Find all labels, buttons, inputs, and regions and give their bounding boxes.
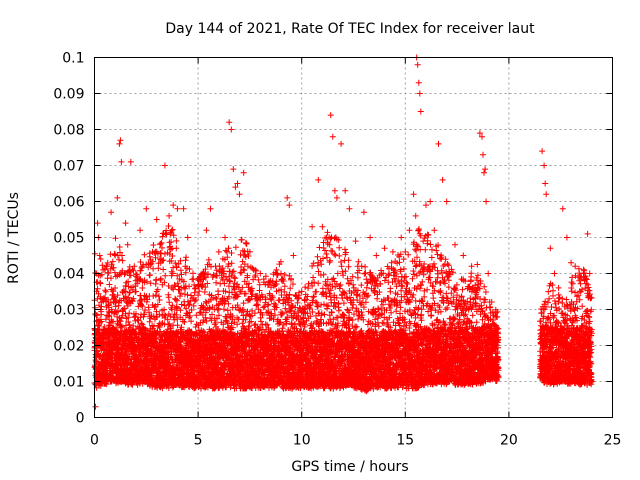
data-point: [278, 311, 285, 318]
data-point: [102, 287, 109, 294]
data-point: [224, 248, 230, 255]
data-point: [122, 310, 129, 317]
data-point: [104, 259, 111, 266]
data-point: [213, 279, 220, 286]
data-point: [97, 256, 104, 262]
data-point: [255, 276, 262, 283]
data-point: [146, 253, 153, 260]
data-point: [94, 312, 101, 319]
data-point: [167, 246, 174, 253]
data-point: [122, 288, 129, 295]
data-point: [125, 294, 132, 301]
data-point: [183, 254, 190, 261]
data-point: [112, 303, 119, 310]
data-point: [138, 296, 145, 303]
data-point: [264, 321, 271, 328]
data-point: [162, 272, 169, 279]
data-point: [98, 318, 105, 325]
data-point: [112, 235, 119, 242]
data-point: [281, 283, 288, 290]
data-point: [116, 244, 123, 250]
data-point: [190, 270, 196, 277]
data-point: [120, 287, 127, 294]
data-point: [126, 321, 133, 328]
data-point: [168, 239, 175, 245]
data-point: [150, 242, 157, 248]
data-point: [98, 271, 105, 278]
data-point: [203, 318, 210, 325]
grid-lines: [94, 57, 613, 418]
data-point: [102, 288, 109, 295]
data-point: [98, 303, 105, 310]
data-point: [181, 302, 188, 309]
data-point: [126, 310, 133, 317]
data-point: [117, 324, 124, 331]
data-point: [94, 285, 101, 292]
data-point: [214, 306, 221, 313]
data-point: [110, 264, 117, 271]
data-point: [287, 285, 294, 292]
data-point: [100, 340, 107, 347]
data-point: [119, 312, 126, 319]
data-point: [110, 288, 117, 295]
data-point: [262, 321, 269, 328]
data-point: [111, 269, 118, 276]
data-point: [139, 285, 146, 291]
data-point: [258, 318, 264, 325]
data-point: [245, 253, 252, 259]
data-point: [121, 271, 128, 278]
data-point: [166, 299, 173, 306]
data-point: [109, 258, 116, 265]
data-point: [97, 280, 104, 287]
data-point: [106, 281, 113, 288]
data-point: [279, 325, 286, 332]
data-points: [91, 54, 595, 410]
data-point: [95, 290, 102, 297]
data-point: [119, 257, 126, 264]
data-point: [101, 266, 108, 273]
data-point: [122, 269, 129, 276]
data-point: [112, 285, 119, 291]
data-point: [105, 269, 112, 276]
data-point: [228, 250, 235, 256]
data-point: [111, 293, 118, 300]
data-point: [141, 251, 148, 258]
data-point: [116, 256, 122, 263]
data-point: [146, 272, 153, 278]
chart-title: Day 144 of 2021, Rate Of TEC Index for r…: [165, 21, 535, 37]
data-point: [243, 240, 250, 247]
data-point: [172, 296, 179, 303]
data-point: [286, 291, 293, 298]
data-point: [119, 323, 125, 330]
data-point: [125, 319, 132, 325]
data-point: [121, 305, 128, 312]
data-point: [221, 306, 227, 313]
data-point: [119, 252, 125, 259]
data-point: [99, 262, 106, 269]
data-point: [157, 275, 164, 282]
data-point: [232, 244, 239, 251]
data-point: [114, 292, 121, 299]
data-point: [228, 260, 235, 267]
data-point: [105, 296, 112, 303]
data-point: [102, 316, 109, 323]
data-point: [108, 275, 114, 282]
data-point: [157, 240, 164, 247]
data-point: [160, 266, 167, 273]
data-point: [173, 245, 180, 252]
data-point: [147, 280, 154, 287]
data-point: [182, 257, 189, 264]
data-point: [173, 237, 180, 244]
data-point: [107, 322, 114, 329]
